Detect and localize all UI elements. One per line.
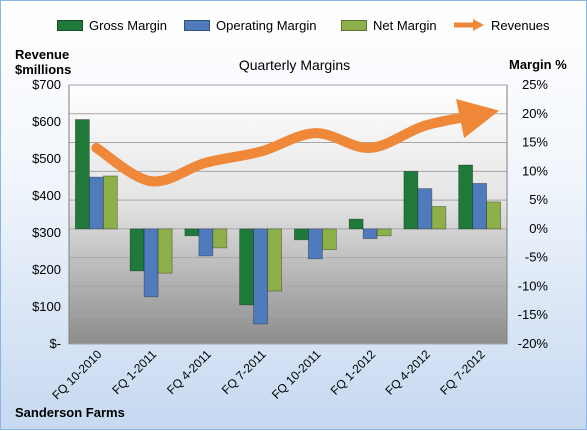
left-tick-label: $300 xyxy=(32,225,61,240)
left-tick-label: $700 xyxy=(32,77,61,92)
bar-operating-margin-7 xyxy=(472,183,488,230)
chart-title: Quarterly Margins xyxy=(238,57,351,73)
bar-operating-margin-3 xyxy=(253,228,269,325)
bar-gross-margin-7 xyxy=(458,164,474,230)
x-tick-label: FQ 1-2011 xyxy=(109,347,159,397)
right-tick-label: -20% xyxy=(518,336,549,351)
x-tick-label: FQ 10-2011 xyxy=(269,347,324,402)
right-tick-label: -15% xyxy=(518,307,549,322)
left-tick-label: $500 xyxy=(32,151,61,166)
bar-gross-margin-3 xyxy=(239,228,255,306)
bar-gross-margin-6 xyxy=(403,170,419,230)
bar-net-margin-7 xyxy=(486,201,502,230)
right-tick-label: 15% xyxy=(522,135,548,150)
x-tick-label: FQ 7-2012 xyxy=(437,347,488,398)
bar-operating-margin-4 xyxy=(307,228,323,260)
bar-net-margin-2 xyxy=(212,228,228,249)
revenue-line xyxy=(91,98,500,187)
legend-item-operating-margin: Operating Margin xyxy=(184,16,316,34)
bar-gross-margin-2 xyxy=(184,228,200,237)
right-axis-title: Margin % xyxy=(509,57,567,72)
right-tick-label: 0% xyxy=(529,221,548,236)
right-tick-label: 5% xyxy=(529,192,548,207)
bar-operating-margin-0 xyxy=(88,176,104,230)
left-axis-ticks: $- $100 $200 $300 $400 $500 $600 $700 xyxy=(32,77,61,351)
right-tick-label: 20% xyxy=(522,106,548,121)
bar-group xyxy=(74,119,502,325)
right-tick-label: 10% xyxy=(522,163,548,178)
bar-operating-margin-5 xyxy=(362,228,378,240)
legend-label-net: Net Margin xyxy=(373,17,437,33)
legend-label-operating: Operating Margin xyxy=(216,17,317,33)
legend-item-gross-margin: Gross Margin xyxy=(57,16,167,34)
company-label: Sanderson Farms xyxy=(15,405,125,420)
legend-swatch-operating xyxy=(184,19,210,31)
bar-net-margin-0 xyxy=(102,175,118,230)
bar-net-margin-1 xyxy=(157,228,173,274)
bar-net-margin-5 xyxy=(376,228,392,237)
right-tick-label: -10% xyxy=(518,278,549,293)
bar-gross-margin-0 xyxy=(74,119,90,230)
bar-operating-margin-2 xyxy=(198,228,214,257)
left-tick-label: $200 xyxy=(32,262,61,277)
legend-item-revenues: Revenues xyxy=(453,16,550,34)
legend-label-gross: Gross Margin xyxy=(89,17,168,33)
x-axis-ticks: FQ 10-2010 FQ 1-2011 FQ 4-2011 FQ 7-2011 FQ … xyxy=(49,347,488,402)
bar-gross-margin-5 xyxy=(348,218,364,230)
bar-net-margin-6 xyxy=(431,206,447,230)
left-tick-label: $600 xyxy=(32,114,61,129)
x-tick-label: FQ 7-2011 xyxy=(219,347,269,397)
legend-label-revenues: Revenues xyxy=(491,17,550,33)
right-tick-label: -5% xyxy=(525,250,549,265)
right-axis-ticks: -20% -15% -10% -5% 0% 5% 10% 15% 20% 25% xyxy=(518,77,549,351)
bar-operating-margin-6 xyxy=(417,188,433,230)
right-tick-label: 25% xyxy=(522,77,548,92)
x-tick-label: FQ 4-2011 xyxy=(164,347,214,397)
x-tick-label: FQ 1-2012 xyxy=(328,347,379,398)
gridlines xyxy=(68,84,508,345)
legend-item-net-margin: Net Margin xyxy=(341,16,437,34)
bar-net-margin-4 xyxy=(321,228,337,251)
left-tick-label: $400 xyxy=(32,188,61,203)
revenue-line-group xyxy=(91,98,500,187)
legend-swatch-net xyxy=(341,19,367,31)
x-tick-label: FQ 4-2012 xyxy=(383,347,434,398)
legend-arrow-icon xyxy=(454,19,484,31)
legend-swatch-gross xyxy=(57,19,83,31)
bar-gross-margin-1 xyxy=(129,228,145,272)
x-tick-label: FQ 10-2010 xyxy=(49,347,104,402)
left-tick-label: $- xyxy=(49,336,61,351)
bar-gross-margin-4 xyxy=(293,228,309,241)
left-tick-label: $100 xyxy=(32,299,61,314)
bar-operating-margin-1 xyxy=(143,228,159,298)
left-axis-title: Revenue $millions xyxy=(15,47,72,77)
bar-net-margin-3 xyxy=(267,228,283,292)
